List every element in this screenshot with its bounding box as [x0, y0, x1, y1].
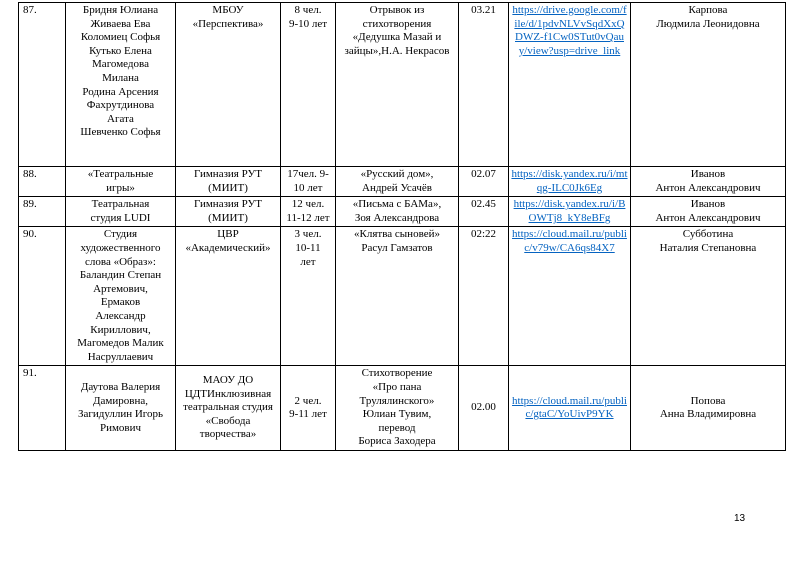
group-size-cell: 2 чел. 9-11 лет — [280, 365, 336, 451]
work-cell: Стихотворение «Про пана Трулялинского» Ю… — [335, 365, 459, 451]
link-cell[interactable]: https://cloud.mail.ru/public/gtaC/YoUivP… — [508, 365, 631, 451]
teacher-cell: Карпова Людмила Леонидовна — [630, 2, 786, 167]
link-cell[interactable]: https://disk.yandex.ru/i/mtqg-ILC0Jk6Eg — [508, 165, 631, 198]
table-row: 91. Даутова Валерия Дамировна, Загидуллин… — [18, 365, 786, 451]
table-row: 88. «Театральные игры» Гимназия РУТ (МИИТ)… — [18, 165, 786, 198]
duration-cell: 02.07 — [458, 165, 509, 198]
teacher-cell: Иванов Антон Александрович — [630, 165, 786, 198]
duration-cell: 02:22 — [458, 226, 509, 367]
group-size-cell: 12 чел. 11-12 лет — [280, 196, 336, 228]
table-row: 87. Бридня Юлиана Живаева Ева Коломиец Со… — [18, 2, 786, 167]
work-cell: «Русский дом», Андрей Усачёв — [335, 165, 459, 198]
group-size-cell: 17чел. 9- 10 лет — [280, 165, 336, 198]
table-row: 90. Студия художественного слова «Образ»:… — [18, 226, 786, 367]
participants-cell: Театральная студия LUDI — [65, 196, 176, 228]
organization-cell: ЦВР «Академический» — [175, 226, 281, 367]
group-size-cell: 3 чел. 10-11 лет — [280, 226, 336, 367]
duration-cell: 02.45 — [458, 196, 509, 228]
number-cell: 89. — [18, 196, 66, 228]
organization-cell: МАОУ ДО ЦДТИнклюзивная театральная студи… — [175, 365, 281, 451]
organization-cell: Гимназия РУТ (МИИТ) — [175, 196, 281, 228]
duration-cell: 02.00 — [458, 365, 509, 451]
page-number: 13 — [734, 513, 746, 524]
table: 87. Бридня Юлиана Живаева Ева Коломиец Со… — [18, 2, 786, 451]
teacher-cell: Субботина Наталия Степановна — [630, 226, 786, 367]
participants-cell: Даутова Валерия Дамировна, Загидуллин Иг… — [65, 365, 176, 451]
participants-cell: Бридня Юлиана Живаева Ева Коломиец Софья… — [65, 2, 176, 167]
table-row: 89. Театральная студия LUDI Гимназия РУТ (… — [18, 196, 786, 228]
link-cell[interactable]: https://cloud.mail.ru/public/v79w/CA6qs8… — [508, 226, 631, 367]
participants-cell: Студия художественного слова «Образ»: Ба… — [65, 226, 176, 367]
link-cell[interactable]: https://disk.yandex.ru/i/BOWTj8_kY8eBFg — [508, 196, 631, 228]
duration-cell: 03.21 — [458, 2, 509, 167]
teacher-cell: Попова Анна Владимировна — [630, 365, 786, 451]
group-size-cell: 8 чел. 9-10 лет — [280, 2, 336, 167]
organization-cell: Гимназия РУТ (МИИТ) — [175, 165, 281, 198]
number-cell: 88. — [18, 165, 66, 198]
number-cell: 91. — [18, 365, 66, 451]
work-cell: Отрывок из стихотворения «Дедушка Мазай … — [335, 2, 459, 167]
number-cell: 87. — [18, 2, 66, 167]
number-cell: 90. — [18, 226, 66, 367]
work-cell: «Письма с БАМа», Зоя Александрова — [335, 196, 459, 228]
participants-cell: «Театральные игры» — [65, 165, 176, 198]
link-cell[interactable]: https://drive.google.com/file/d/1pdvNLVv… — [508, 2, 631, 167]
organization-cell: МБОУ «Перспектива» — [175, 2, 281, 167]
teacher-cell: Иванов Антон Александрович — [630, 196, 786, 228]
work-cell: «Клятва сыновей» Расул Гамзатов — [335, 226, 459, 367]
